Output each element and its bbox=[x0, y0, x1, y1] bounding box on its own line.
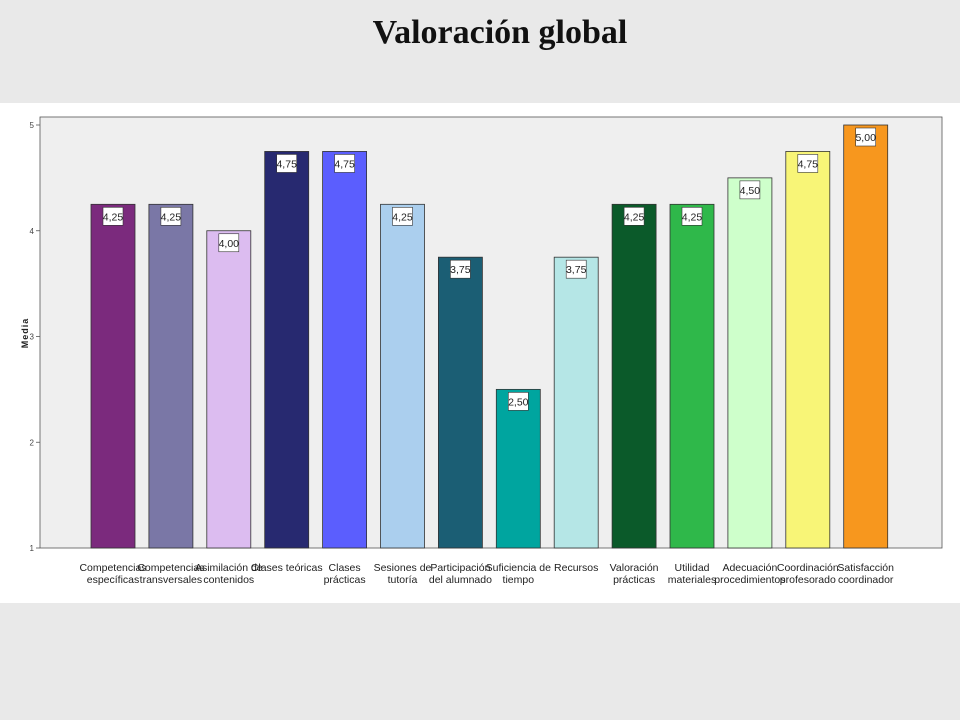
data-label: 2,50 bbox=[508, 396, 529, 408]
bar bbox=[495, 388, 541, 549]
y-tick-label: 1 bbox=[30, 544, 35, 553]
data-label-box bbox=[450, 259, 471, 279]
x-tick-label: Suficiencia de tiempo bbox=[486, 562, 552, 586]
data-label: 3,75 bbox=[450, 264, 471, 276]
data-label-box bbox=[797, 154, 819, 173]
x-tick-label: Coordinación profesorado bbox=[777, 562, 839, 586]
data-label-box bbox=[102, 207, 124, 226]
bar-chart: 1 2 3 4 5 4,25 4,25 4,00 4,75 4,75 4,25 3,75 2,50 3,… bbox=[20, 116, 943, 586]
data-label: 4,00 bbox=[219, 238, 240, 250]
data-label: 4,75 bbox=[276, 158, 297, 170]
bar bbox=[785, 151, 831, 549]
bar bbox=[90, 203, 136, 549]
data-label-box bbox=[507, 392, 529, 411]
data-label: 4,25 bbox=[682, 211, 703, 223]
data-label-box bbox=[392, 207, 413, 226]
y-axis-title: Media bbox=[20, 318, 30, 349]
x-tick-label: Clases teóricas bbox=[251, 562, 323, 574]
y-tick-label: 5 bbox=[30, 121, 35, 130]
data-label-box bbox=[681, 207, 703, 226]
data-label: 4,25 bbox=[103, 211, 124, 223]
chart-panel: 1 2 3 4 5 4,25 4,25 4,00 4,75 4,75 4,25 3,75 2,50 3,… bbox=[0, 103, 960, 603]
x-tick-label: Competencias transversales bbox=[137, 562, 204, 586]
data-label-box bbox=[334, 154, 355, 173]
y-axis: 1 2 3 4 5 bbox=[30, 121, 40, 553]
y-tick-label: 3 bbox=[30, 333, 35, 342]
data-label: 5,00 bbox=[855, 132, 876, 144]
data-label: 4,25 bbox=[161, 211, 182, 223]
bar bbox=[611, 203, 657, 549]
data-label: 4,50 bbox=[740, 185, 761, 197]
bar bbox=[843, 124, 889, 549]
data-label: 4,25 bbox=[392, 211, 413, 223]
data-label-box bbox=[739, 180, 761, 200]
data-label-box bbox=[276, 154, 298, 173]
x-tick-label: Adecuación procedimientos bbox=[714, 562, 785, 586]
bar bbox=[553, 256, 599, 549]
bar bbox=[206, 230, 252, 549]
bar bbox=[148, 203, 194, 549]
data-label: 3,75 bbox=[566, 264, 587, 276]
data-label: 4,25 bbox=[624, 211, 645, 223]
x-tick-label: Asimilación de contenidos bbox=[195, 562, 263, 586]
x-tick-label: Competencias específicas bbox=[79, 562, 146, 586]
data-label-box bbox=[855, 127, 877, 147]
x-tick-label: Participación del alumnado bbox=[429, 562, 492, 586]
x-tick-label: Valoración prácticas bbox=[610, 562, 659, 586]
x-tick-label: Satisfacción coordinador bbox=[837, 562, 894, 586]
data-label: 4,75 bbox=[798, 158, 819, 170]
x-tick-label: Recursos bbox=[554, 562, 598, 574]
data-label-box bbox=[565, 259, 587, 279]
bar bbox=[322, 151, 368, 549]
x-tick-label: Sesiones de tutoría bbox=[374, 562, 432, 586]
x-tick-label: Clases prácticas bbox=[324, 562, 366, 586]
bar bbox=[727, 177, 773, 549]
bar bbox=[264, 151, 310, 549]
bar bbox=[669, 203, 715, 549]
data-label: 4,75 bbox=[334, 158, 355, 170]
bar bbox=[380, 203, 425, 549]
bar bbox=[437, 256, 483, 549]
data-label-box bbox=[160, 207, 182, 226]
slide-title: Valoración global bbox=[372, 14, 628, 51]
bars: 4,25 4,25 4,00 4,75 4,75 4,25 3,75 2,50 3,75 4,25… bbox=[90, 124, 889, 549]
y-tick-label: 2 bbox=[30, 438, 35, 447]
data-label-box bbox=[623, 207, 645, 226]
x-tick-label: Utilidad materiales bbox=[668, 562, 716, 586]
y-tick-label: 4 bbox=[30, 227, 35, 236]
data-label-box bbox=[218, 233, 240, 253]
